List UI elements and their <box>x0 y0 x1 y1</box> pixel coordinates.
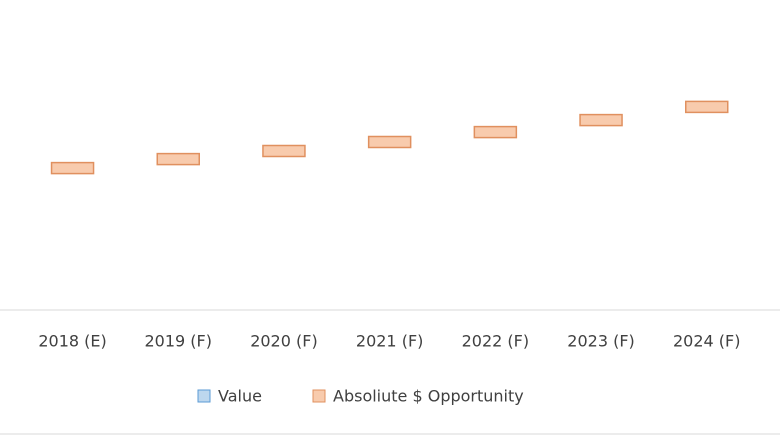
x-tick-label: 2019 (F) <box>145 332 213 351</box>
bar <box>579 113 623 127</box>
x-tick-label: 2020 (F) <box>250 332 318 351</box>
bar <box>473 125 518 139</box>
legend-label: Value <box>218 387 262 406</box>
bar <box>685 100 729 114</box>
legend-swatch <box>197 389 211 403</box>
x-tick-label: 2022 (F) <box>462 332 530 351</box>
x-tick-label: 2024 (F) <box>673 332 741 351</box>
x-tick-label: 2023 (F) <box>567 332 635 351</box>
bar <box>367 135 412 149</box>
x-tick-label: 2018 (E) <box>38 332 106 351</box>
bar <box>50 161 95 175</box>
legend-label: Absoliute $ Opportunity <box>333 387 524 406</box>
bar <box>156 152 200 166</box>
bar <box>262 144 306 158</box>
legend-swatch <box>312 389 326 403</box>
x-tick-label: 2021 (F) <box>356 332 424 351</box>
